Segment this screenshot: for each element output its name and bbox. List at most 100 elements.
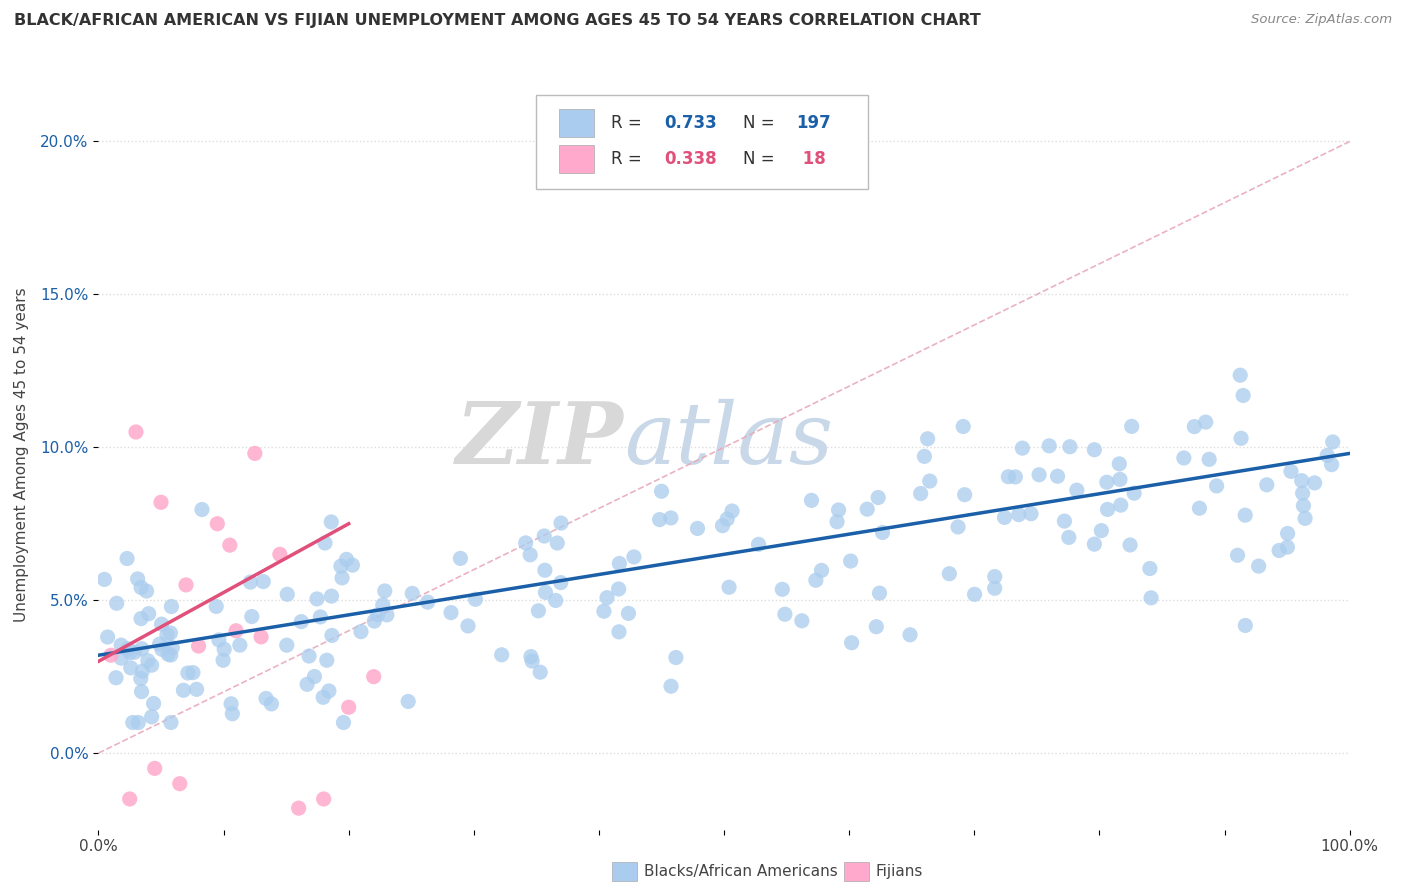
Point <box>800 493 823 508</box>
Point <box>150 642 173 657</box>
Text: Source: ZipAtlas.com: Source: ZipAtlas.com <box>1251 13 1392 27</box>
Point <box>1277 526 1299 541</box>
Point <box>1095 475 1118 490</box>
Point <box>993 510 1015 524</box>
Text: 197: 197 <box>797 114 831 132</box>
Point <box>219 697 242 711</box>
Point <box>491 648 513 662</box>
Point <box>129 612 152 626</box>
Point <box>120 661 142 675</box>
Point <box>93 573 115 587</box>
Point <box>290 615 312 629</box>
Y-axis label: Unemployment Among Ages 45 to 54 years: Unemployment Among Ages 45 to 54 years <box>14 287 30 623</box>
Point <box>252 574 274 589</box>
Point <box>1277 540 1299 554</box>
Point <box>1182 419 1205 434</box>
Point <box>869 586 891 600</box>
Point <box>260 697 283 711</box>
Point <box>1234 618 1257 632</box>
Point <box>997 469 1019 483</box>
Point <box>1229 368 1251 383</box>
Point <box>314 536 336 550</box>
Point <box>1140 591 1163 605</box>
Point <box>315 653 337 667</box>
Point <box>534 585 557 599</box>
Point <box>607 582 630 596</box>
Text: N =: N = <box>742 114 780 132</box>
Point <box>1123 486 1146 500</box>
Point <box>191 502 214 516</box>
Point <box>544 593 567 607</box>
Point <box>367 607 389 622</box>
Point <box>520 654 543 668</box>
Point <box>839 554 862 568</box>
Point <box>330 571 353 585</box>
Point <box>946 520 969 534</box>
Text: ZIP: ZIP <box>456 398 624 482</box>
Point <box>276 638 298 652</box>
Point <box>218 538 240 552</box>
Point <box>127 715 149 730</box>
Point <box>205 599 228 614</box>
Point <box>1121 419 1143 434</box>
Point <box>105 596 128 610</box>
Point <box>1291 474 1313 488</box>
Point <box>117 641 139 656</box>
Point <box>1316 449 1339 463</box>
Point <box>827 503 849 517</box>
Point <box>534 563 557 577</box>
Point <box>1279 464 1302 478</box>
Point <box>269 547 291 561</box>
Point <box>1292 499 1315 513</box>
Point <box>596 591 619 605</box>
Text: BLACK/AFRICAN AMERICAN VS FIJIAN UNEMPLOYMENT AMONG AGES 45 TO 54 YEARS CORRELAT: BLACK/AFRICAN AMERICAN VS FIJIAN UNEMPLO… <box>14 13 981 29</box>
Point <box>1195 415 1218 429</box>
Point <box>1004 470 1026 484</box>
Point <box>141 710 163 724</box>
Point <box>287 801 309 815</box>
Point <box>305 591 328 606</box>
Point <box>1303 475 1326 490</box>
Point <box>225 624 247 638</box>
Point <box>1109 498 1132 512</box>
Point <box>337 700 360 714</box>
Point <box>1046 469 1069 483</box>
Point <box>332 715 354 730</box>
Point <box>127 572 149 586</box>
Point <box>104 671 127 685</box>
Point <box>529 665 551 680</box>
Point <box>208 632 231 647</box>
Point <box>464 592 486 607</box>
Point <box>519 548 541 562</box>
Point <box>520 649 543 664</box>
Point <box>1234 508 1257 523</box>
Point <box>100 648 122 663</box>
Point <box>1011 441 1033 455</box>
Point <box>1028 467 1050 482</box>
Point <box>160 599 183 614</box>
Bar <box>560 145 593 173</box>
Point <box>243 446 266 460</box>
Point <box>363 614 385 628</box>
Point <box>1090 524 1112 538</box>
Point <box>97 630 120 644</box>
Point <box>129 581 152 595</box>
Point <box>121 715 143 730</box>
Point <box>141 658 163 673</box>
Text: 18: 18 <box>797 150 825 168</box>
Point <box>118 646 141 660</box>
Point <box>623 549 645 564</box>
Text: atlas: atlas <box>624 399 834 482</box>
Point <box>416 595 439 609</box>
Point <box>350 624 373 639</box>
Point <box>550 575 572 590</box>
Point <box>748 537 770 551</box>
Point <box>138 607 160 621</box>
Point <box>335 552 357 566</box>
Point <box>212 642 235 657</box>
Text: Fijians: Fijians <box>876 864 924 879</box>
Point <box>1173 450 1195 465</box>
Point <box>1322 434 1344 449</box>
Point <box>172 683 194 698</box>
Point <box>110 651 132 665</box>
